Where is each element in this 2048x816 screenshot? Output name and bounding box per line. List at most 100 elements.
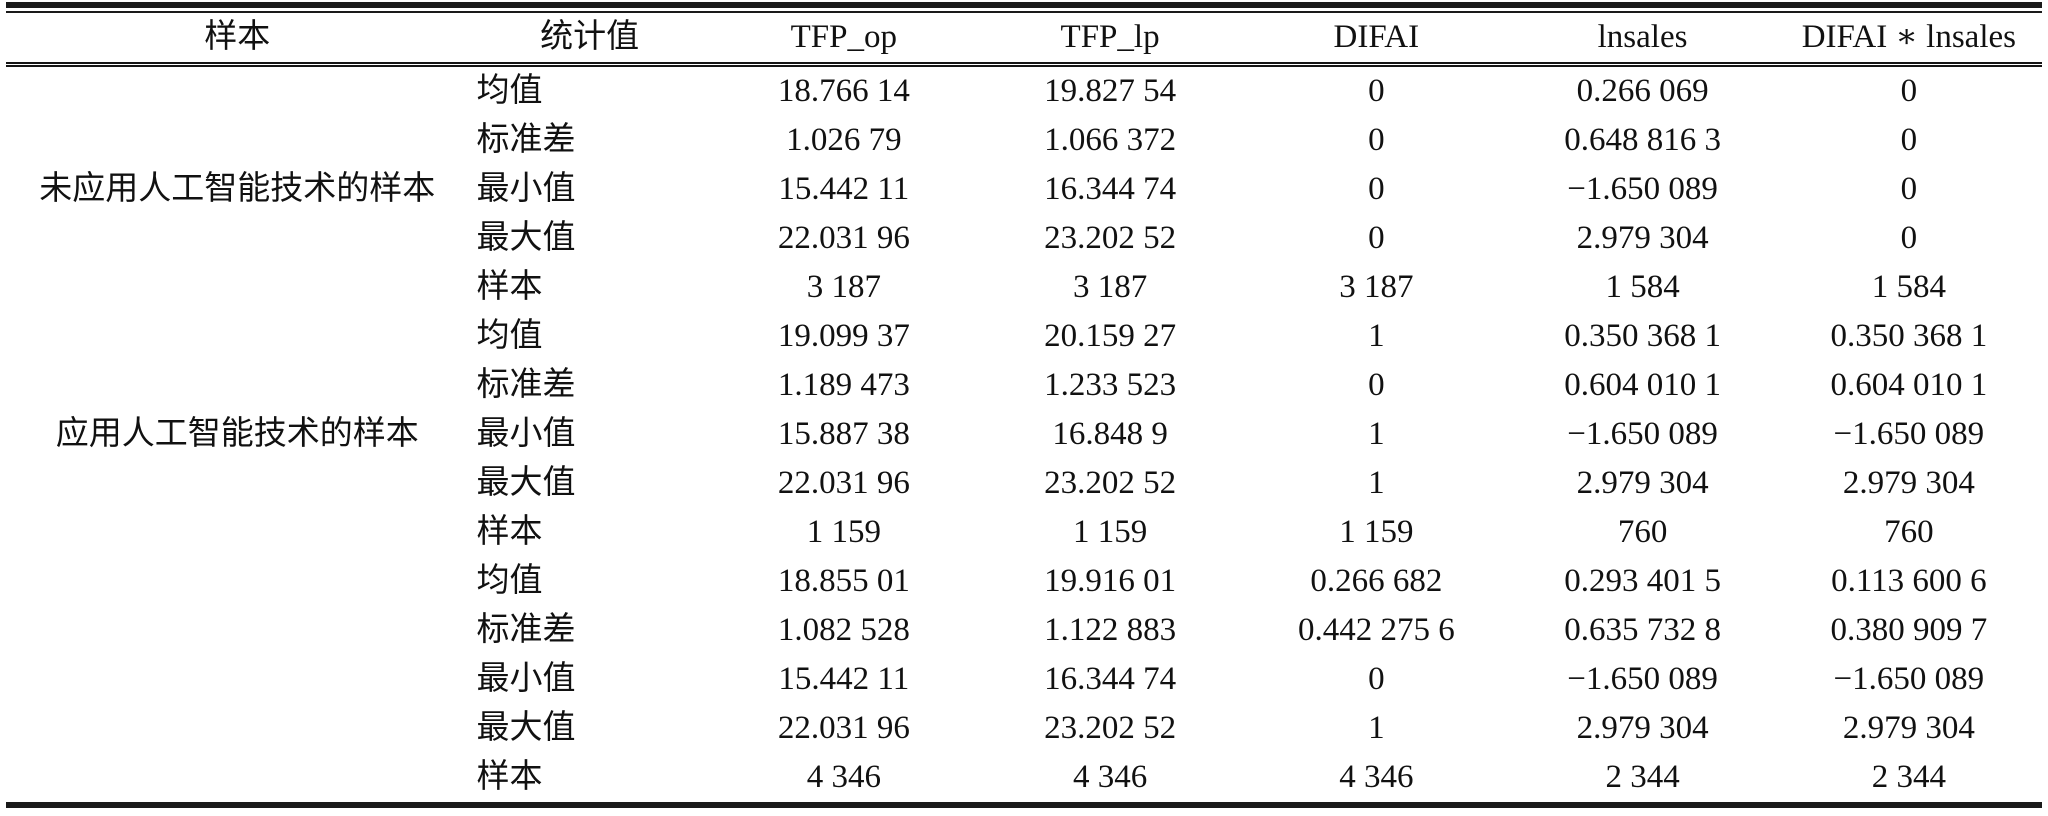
cell-difai: 0 xyxy=(1368,367,1385,403)
cell-tfp-lp: 16.848 9 xyxy=(1052,416,1168,452)
stat-label: 样本 xyxy=(476,269,543,305)
cell-difai-lnsales: 0.380 909 7 xyxy=(1830,612,1988,648)
stat-label: 标准差 xyxy=(476,122,576,158)
cell-tfp-lp: 19.827 54 xyxy=(1044,73,1177,109)
cell-tfp-lp: 19.916 01 xyxy=(1044,563,1177,599)
cell-lnsales: −1.650 089 xyxy=(1567,416,1718,452)
column-header-statistic: 统计值 xyxy=(468,13,711,67)
cell-tfp-op: 15.442 11 xyxy=(778,171,910,207)
cell-difai-lnsales: 1 584 xyxy=(1871,269,1946,305)
cell-lnsales: −1.650 089 xyxy=(1567,661,1718,697)
descriptive-statistics-table: 样本 统计值 TFP_op TFP_lp DIFAI lnsales DIFAI… xyxy=(6,13,2042,802)
stat-label: 最大值 xyxy=(476,710,576,746)
stat-label: 均值 xyxy=(476,73,543,109)
stat-label: 最小值 xyxy=(476,416,576,452)
table-row: 样本 4 346 4 346 4 346 2 344 2 344 xyxy=(6,753,2042,802)
table-row: 标准差 1.189 473 1.233 523 0 0.604 010 1 0.… xyxy=(6,361,2042,410)
cell-difai-lnsales: 2.979 304 xyxy=(1842,465,1975,501)
cell-difai: 0 xyxy=(1368,661,1385,697)
cell-difai: 1 159 xyxy=(1339,514,1414,550)
table-top-rule-thick xyxy=(6,2,2042,8)
table-row: 最小值 15.442 11 16.344 74 0 −1.650 089 0 xyxy=(6,165,2042,214)
cell-difai: 1 xyxy=(1368,710,1385,746)
cell-tfp-op: 1.082 528 xyxy=(777,612,910,648)
cell-tfp-lp: 1.233 523 xyxy=(1044,367,1177,403)
cell-tfp-op: 18.766 14 xyxy=(777,73,910,109)
table-row: 标准差 1.082 528 1.122 883 0.442 275 6 0.63… xyxy=(6,606,2042,655)
header-row: 样本 统计值 TFP_op TFP_lp DIFAI lnsales DIFAI… xyxy=(6,13,2042,67)
stat-label: 最小值 xyxy=(476,661,576,697)
column-header-difai: DIFAI xyxy=(1243,13,1510,67)
cell-difai: 4 346 xyxy=(1339,759,1414,795)
cell-lnsales: 0.604 010 1 xyxy=(1564,367,1721,403)
cell-difai: 1 xyxy=(1368,318,1385,354)
cell-difai-lnsales: 0.604 010 1 xyxy=(1830,367,1988,403)
cell-difai: 0.442 275 6 xyxy=(1297,612,1455,648)
stat-label: 标准差 xyxy=(476,367,576,403)
stat-label: 均值 xyxy=(476,318,543,354)
cell-tfp-op: 15.442 11 xyxy=(778,661,910,697)
cell-lnsales: 2.979 304 xyxy=(1576,465,1709,501)
cell-difai-lnsales: 0 xyxy=(1900,73,1918,109)
cell-difai: 0 xyxy=(1368,73,1385,109)
table-row: 样本 1 159 1 159 1 159 760 760 xyxy=(6,508,2042,557)
cell-tfp-lp: 23.202 52 xyxy=(1044,710,1177,746)
column-header-sample: 样本 xyxy=(6,13,469,67)
table-row: 均值 18.855 01 19.916 01 0.266 682 0.293 4… xyxy=(6,557,2042,606)
cell-difai-lnsales: 2 344 xyxy=(1871,759,1946,795)
cell-difai-lnsales: 0 xyxy=(1900,122,1918,158)
cell-tfp-lp: 1.122 883 xyxy=(1044,612,1177,648)
table-top-rule-thin xyxy=(6,11,2042,13)
cell-difai: 0 xyxy=(1368,171,1385,207)
cell-difai-lnsales: 0.350 368 1 xyxy=(1830,318,1988,354)
cell-difai: 0 xyxy=(1368,220,1385,256)
cell-tfp-lp: 23.202 52 xyxy=(1044,220,1177,256)
cell-tfp-op: 1.189 473 xyxy=(777,367,910,403)
table-row: 最大值 22.031 96 23.202 52 1 2.979 304 2.97… xyxy=(6,459,2042,508)
cell-difai: 1 xyxy=(1368,416,1385,452)
cell-difai-lnsales: 2.979 304 xyxy=(1842,710,1975,746)
column-header-tfp-lp: TFP_lp xyxy=(976,13,1244,67)
stat-label: 样本 xyxy=(476,514,543,550)
column-header-difai-lnsales: DIFAI ∗ lnsales xyxy=(1775,13,2042,67)
group-label-ai: 应用人工智能技术的样本 xyxy=(55,416,419,452)
cell-difai-lnsales: −1.650 089 xyxy=(1833,416,1985,452)
cell-tfp-op: 18.855 01 xyxy=(777,563,910,599)
cell-tfp-op: 15.887 38 xyxy=(777,416,910,452)
cell-lnsales: 2.979 304 xyxy=(1576,710,1709,746)
stat-label: 均值 xyxy=(476,563,543,599)
cell-difai-lnsales: 0.113 600 6 xyxy=(1831,563,1987,599)
cell-lnsales: 760 xyxy=(1617,514,1668,550)
cell-lnsales: 2 344 xyxy=(1605,759,1680,795)
table-row: 未应用人工智能技术的样本 均值 18.766 14 19.827 54 0 0.… xyxy=(6,65,2042,206)
cell-tfp-op: 22.031 96 xyxy=(777,220,910,256)
column-header-tfp-op: TFP_op xyxy=(710,13,977,67)
group-label-no-ai: 未应用人工智能技术的样本 xyxy=(39,171,436,207)
cell-difai-lnsales: 0 xyxy=(1900,171,1918,207)
cell-lnsales: 2.979 304 xyxy=(1576,220,1709,256)
cell-tfp-op: 4 346 xyxy=(806,759,881,795)
cell-difai-lnsales: 760 xyxy=(1884,514,1934,550)
cell-tfp-op: 3 187 xyxy=(806,269,881,305)
cell-tfp-lp: 23.202 52 xyxy=(1044,465,1177,501)
cell-lnsales: 0.648 816 3 xyxy=(1564,122,1721,158)
stat-label: 最大值 xyxy=(476,465,576,501)
cell-lnsales: 0.266 069 xyxy=(1576,73,1709,109)
cell-tfp-lp: 3 187 xyxy=(1072,269,1148,305)
cell-lnsales: 0.635 732 8 xyxy=(1564,612,1721,648)
cell-tfp-op: 19.099 37 xyxy=(777,318,910,354)
stat-label: 样本 xyxy=(476,759,543,795)
cell-lnsales: −1.650 089 xyxy=(1567,171,1718,207)
table-row: 最小值 15.887 38 16.848 9 1 −1.650 089 −1.6… xyxy=(6,410,2042,459)
cell-difai: 0.266 682 xyxy=(1310,563,1443,599)
stat-label: 最小值 xyxy=(476,171,576,207)
table-row: 应用人工智能技术的样本 均值 19.099 37 20.159 27 1 0.3… xyxy=(6,312,2042,451)
table-row: 最大值 22.031 96 23.202 52 1 2.979 304 2.97… xyxy=(6,704,2042,753)
cell-difai: 1 xyxy=(1368,465,1385,501)
table-row: 最大值 22.031 96 23.202 52 0 2.979 304 0 xyxy=(6,214,2042,263)
table-row: 样本 3 187 3 187 3 187 1 584 1 584 xyxy=(6,263,2042,312)
cell-tfp-op: 1.026 79 xyxy=(786,122,902,158)
cell-lnsales: 1 584 xyxy=(1605,269,1680,305)
cell-difai: 3 187 xyxy=(1339,269,1414,305)
cell-difai: 0 xyxy=(1368,122,1385,158)
